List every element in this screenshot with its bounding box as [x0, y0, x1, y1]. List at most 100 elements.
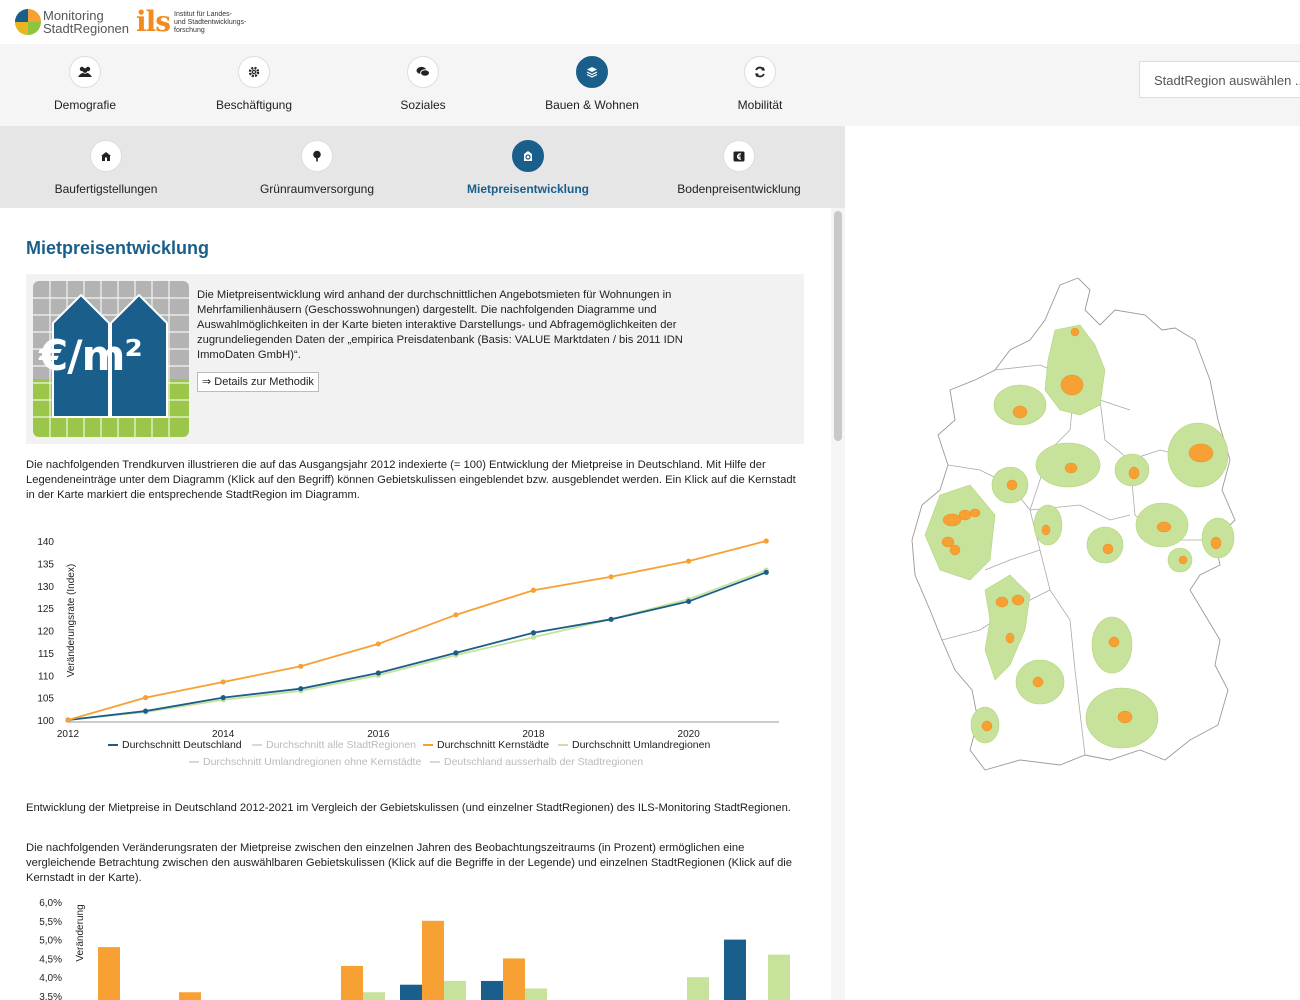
data-point[interactable] — [453, 650, 459, 656]
y-tick-label: 130 — [37, 582, 54, 593]
ils-logo-mark: ils — [136, 5, 171, 38]
data-point[interactable] — [608, 616, 614, 622]
top-bar: Monitoring StadtRegionen ils Institut fü… — [0, 0, 1300, 44]
ils-inst-line3: forschung — [174, 27, 205, 34]
germany-map[interactable] — [900, 270, 1260, 790]
bar[interactable] — [422, 920, 444, 1000]
topic-label: Demografie — [53, 98, 117, 112]
topic-mobilitaet[interactable]: Mobilität — [690, 56, 830, 112]
data-point[interactable] — [763, 538, 769, 544]
bar[interactable] — [503, 958, 525, 1000]
legend-label[interactable]: Durchschnitt Umlandregionen — [572, 739, 710, 751]
intro-box: €/m² Die Mietpreisentwicklung wird anhan… — [26, 274, 804, 444]
legend-item[interactable]: Durchschnitt Deutschland — [108, 739, 242, 751]
bar[interactable] — [363, 992, 385, 1000]
subtopic-gruenraumversorgung[interactable]: Grünraumversorgung — [227, 140, 407, 196]
ils-logo[interactable]: ils Institut für Landes- und Stadtentwic… — [136, 5, 266, 39]
topic-demografie[interactable]: Demografie — [15, 56, 155, 112]
rent-illustration: €/m² — [33, 281, 189, 437]
landprice-icon — [723, 140, 755, 172]
bar[interactable] — [525, 988, 547, 1000]
topic-nav: Demografie Beschäftigung Soziales Bauen … — [0, 44, 1300, 126]
y-tick-label: 120 — [37, 627, 54, 638]
subtopic-baufertigstellungen[interactable]: Baufertigstellungen — [16, 140, 196, 196]
bar[interactable] — [400, 984, 422, 1000]
subtopic-label: Grünraumversorgung — [259, 182, 375, 196]
legend-label[interactable]: Deutschland ausserhalb der Stadtregionen — [444, 756, 643, 768]
subtopic-bodenpreisentwicklung[interactable]: Bodenpreisentwicklung — [649, 140, 829, 196]
legend-label[interactable]: Durchschnitt Deutschland — [122, 739, 242, 751]
data-point[interactable] — [375, 670, 381, 676]
monitoring-logo-text: Monitoring StadtRegionen — [43, 9, 129, 35]
data-point[interactable] — [686, 598, 692, 605]
region-select[interactable]: StadtRegion auswählen ... — [1139, 61, 1300, 98]
y-tick-label: 140 — [37, 537, 54, 548]
legend-item[interactable]: Durchschnitt Umlandregionen ohne Kernstä… — [189, 756, 421, 768]
y-tick-label: 3,5% — [39, 992, 62, 1000]
ils-inst-line2: und Stadtentwicklungs- — [174, 19, 247, 26]
ils-inst-line1: Institut für Landes- — [174, 11, 232, 18]
rent-index-line-chart[interactable]: 100 105 110 115 120 125 130 135 140 2012 2014 2016 2… — [26, 523, 806, 793]
legend-item[interactable]: Durchschnitt Kernstädte — [423, 739, 549, 751]
tree-icon — [301, 140, 333, 172]
bar[interactable] — [341, 965, 363, 1000]
legend-item[interactable]: Durchschnitt alle StadtRegionen — [252, 739, 416, 751]
legend-label[interactable]: Durchschnitt alle StadtRegionen — [266, 739, 416, 751]
bar[interactable] — [444, 980, 466, 1000]
page-title: Mietpreisentwicklung — [26, 238, 210, 258]
map-kernstadt-regions — [941, 327, 1222, 732]
data-point[interactable] — [530, 587, 537, 593]
y-tick-label: 5,5% — [39, 917, 62, 928]
y-tick-label: 4,5% — [39, 954, 62, 965]
monitoring-logo-mark-icon — [15, 9, 41, 35]
data-point[interactable] — [608, 574, 614, 580]
bar[interactable] — [687, 977, 709, 1000]
data-point[interactable] — [220, 679, 226, 685]
topic-beschaeftigung[interactable]: Beschäftigung — [184, 56, 324, 112]
data-point[interactable] — [530, 630, 537, 636]
data-point[interactable] — [375, 641, 381, 647]
series-line[interactable] — [67, 540, 767, 721]
methodology-button[interactable]: ⇒ Details zur Methodik — [197, 372, 319, 392]
y-axis-label: Veränderung — [75, 904, 86, 961]
data-point[interactable] — [763, 569, 769, 575]
x-tick-label: 2012 — [57, 729, 80, 740]
content-scrollbar[interactable] — [831, 208, 845, 1000]
topic-label: Bauen & Wohnen — [545, 98, 639, 112]
subtopic-label: Bodenpreisentwicklung — [677, 182, 801, 196]
bar[interactable] — [179, 992, 201, 1000]
bar[interactable] — [724, 939, 746, 1000]
y-tick-label: 115 — [38, 649, 54, 660]
topic-bauen-wohnen[interactable]: Bauen & Wohnen — [522, 56, 662, 112]
scrollbar-thumb[interactable] — [834, 211, 842, 441]
series-line[interactable] — [67, 571, 767, 721]
data-point[interactable] — [686, 558, 692, 564]
bar[interactable] — [768, 954, 790, 1000]
data-point[interactable] — [298, 663, 304, 669]
data-point[interactable] — [142, 708, 149, 714]
data-point[interactable] — [142, 695, 149, 701]
topic-soziales[interactable]: Soziales — [353, 56, 493, 112]
data-point[interactable] — [65, 717, 71, 723]
chart-caption: Entwicklung der Mietpreise in Deutschlan… — [26, 802, 791, 814]
rent-illustration-graphic — [33, 281, 189, 437]
monitoring-logo[interactable]: Monitoring StadtRegionen — [13, 6, 129, 38]
data-point[interactable] — [530, 634, 537, 640]
data-point[interactable] — [298, 686, 304, 692]
legend-label[interactable]: Durchschnitt Umlandregionen ohne Kernstä… — [203, 756, 421, 768]
data-point[interactable] — [453, 612, 459, 618]
main-content[interactable]: Mietpreisentwicklung €/m² Die Mietpreise… — [0, 208, 830, 1000]
legend-item[interactable]: Durchschnitt Umlandregionen — [558, 739, 710, 751]
ils-institute-text: Institut für Landes- und Stadtentwicklun… — [174, 11, 264, 35]
legend-label[interactable]: Durchschnitt Kernstädte — [437, 739, 549, 751]
refresh-icon — [744, 56, 776, 88]
bar[interactable] — [98, 947, 120, 1000]
data-point[interactable] — [220, 695, 226, 701]
change-rate-bar-chart[interactable]: 3,5% 4,0% 4,5% 5,0% 5,5% 6,0% Veränderung — [26, 893, 806, 1000]
x-tick-label: 2020 — [678, 729, 701, 740]
subtopic-mietpreisentwicklung[interactable]: Mietpreisentwicklung — [438, 140, 618, 196]
topic-label: Mobilität — [737, 98, 783, 112]
series-line[interactable] — [67, 569, 767, 721]
legend-item[interactable]: Deutschland ausserhalb der Stadtregionen — [430, 756, 643, 768]
bar[interactable] — [481, 980, 503, 1000]
